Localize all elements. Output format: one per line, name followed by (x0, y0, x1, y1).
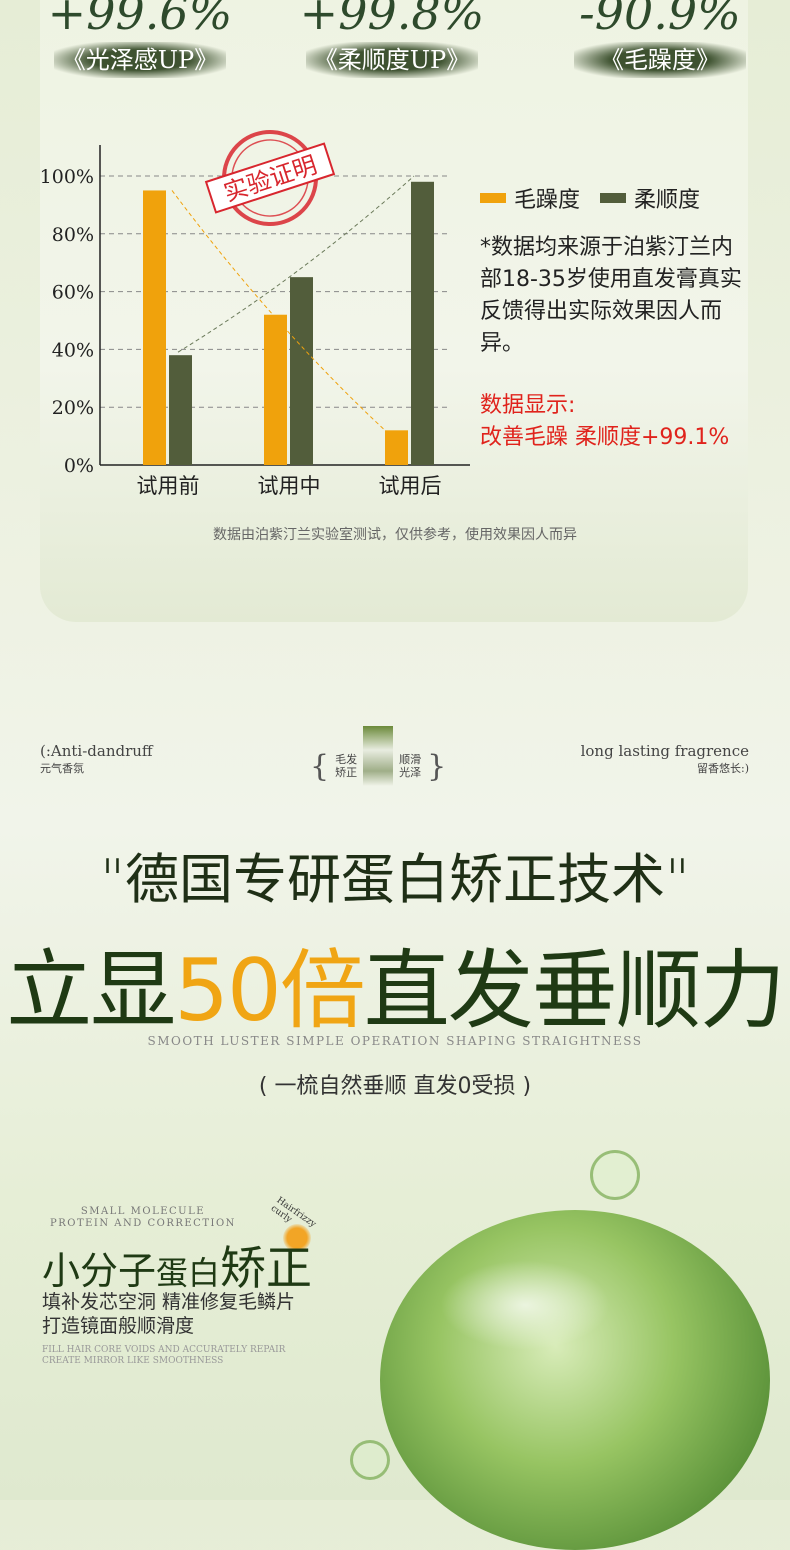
y-tick-label: 80% (52, 224, 94, 246)
y-tick-label: 40% (52, 339, 94, 361)
feature-center: { 毛发 矫正 顺滑 光泽 } (310, 726, 447, 786)
tagline-chinese: ( 一梳自然垂顺 直发0受损 ) (258, 1074, 532, 1099)
feature-cn: 留香悠长:) (697, 762, 749, 775)
label: 顺滑 (399, 753, 422, 766)
legend-frizz: 毛躁度 (514, 188, 581, 213)
x-tick-label: 试用后 (379, 474, 442, 498)
svg-text:实验证明: 实验证明 (220, 151, 320, 207)
lab-proven-stamp: 实验证明 (204, 130, 336, 226)
stat-gloss: +99.6% 《光泽感UP》 (40, 0, 240, 78)
label: FILL HAIR CORE VOIDS AND ACCURATELY REPA… (42, 1345, 286, 1355)
title-part: 小分子 (42, 1249, 157, 1293)
bar-smoothness (169, 355, 192, 465)
y-tick-label: 60% (52, 282, 94, 304)
stat-label: 《光泽感UP》 (54, 42, 226, 78)
flower-image (363, 726, 394, 786)
section-description: 填补发芯空洞 精准修复毛鳞片 打造镜面般顺滑度 (42, 1290, 295, 1338)
label: PROTEIN AND CORRECTION (50, 1218, 236, 1229)
y-tick-label: 20% (52, 397, 94, 419)
feature-en: (:Anti-dandruff (40, 742, 153, 760)
highlight-text: 改善毛躁 柔顺度+99.1% (480, 425, 730, 450)
chart-legend: 毛躁度 柔顺度 (480, 182, 700, 214)
legend-swatch-frizz (480, 193, 506, 203)
trend-arrow-frizz (171, 190, 399, 443)
brace-right: } (427, 748, 447, 784)
stat-label: 《柔顺度UP》 (306, 42, 478, 78)
legend-smooth: 柔顺度 (634, 188, 701, 213)
bar-smoothness (411, 181, 434, 465)
stat-value: -90.9% (579, 0, 741, 40)
stat-value: +99.8% (299, 0, 485, 40)
feature-center-left: 毛发 矫正 (335, 753, 357, 779)
y-tick-label: 100% (40, 166, 94, 188)
headline-main: 立显50倍直发垂顺力 (0, 920, 790, 1045)
droplet-sphere-image (350, 1150, 790, 1550)
x-tick-label: 试用中 (258, 474, 321, 498)
label: 打造镜面般顺滑度 (42, 1315, 195, 1337)
trend-arrow-smooth (177, 175, 415, 353)
feature-center-right: 顺滑 光泽 (399, 753, 421, 779)
y-tick-label: 0% (64, 455, 94, 477)
label: 毛发 (335, 753, 358, 766)
bar-frizz (143, 190, 166, 465)
tagline-english: SMOOTH LUSTER SIMPLE OPERATION SHAPING S… (147, 1034, 643, 1048)
data-source-note: *数据均来源于泊紫汀兰内部18-35岁使用直发膏真实反馈得出实际效果因人而异。 (480, 235, 742, 356)
headline-highlight: 50倍 (174, 941, 365, 1041)
label: 光泽 (399, 766, 422, 779)
bar-frizz (264, 314, 287, 465)
data-highlight: 数据显示: 改善毛躁 柔顺度+99.1% (480, 390, 729, 454)
section-en-description: FILL HAIR CORE VOIDS AND ACCURATELY REPA… (42, 1345, 285, 1367)
brace-left: { (310, 748, 330, 784)
sun-dot-icon (283, 1224, 311, 1252)
label: 填补发芯空洞 精准修复毛鳞片 (42, 1291, 296, 1313)
headline-pre: 立显 (6, 941, 176, 1041)
bar-smoothness (290, 277, 313, 465)
headline: "德国专研蛋白矫正技术" (100, 848, 690, 911)
title-part: 矫正 (220, 1241, 313, 1295)
section-en-title: SMALL MOLECULE PROTEIN AND CORRECTION (50, 1206, 236, 1230)
stat-value: +99.6% (47, 0, 233, 40)
title-part: 蛋白 (156, 1254, 221, 1292)
highlight-title: 数据显示: (480, 393, 576, 418)
section-title: 小分子蛋白矫正 (42, 1232, 312, 1298)
feature-cn: 元气香氛 (40, 762, 84, 775)
stat-label: 《毛躁度》 (574, 42, 746, 78)
feature-anti-dandruff: (:Anti-dandruff 元气香氛 (40, 742, 153, 776)
bar-frizz (385, 430, 408, 465)
label: 矫正 (335, 766, 358, 779)
label: SMALL MOLECULE (80, 1206, 206, 1217)
legend-swatch-smooth (600, 193, 627, 203)
chart-footnote: 数据由泊紫汀兰实验室测试，仅供参考，使用效果因人而异 (213, 527, 577, 543)
headline-post: 直发垂顺力 (363, 941, 786, 1041)
feature-en: long lasting fragrence (580, 742, 749, 760)
bar-chart: 0% 20% 40% 60% 80% 100% 试用前 试用中 试用后 实验证明 (40, 130, 470, 498)
label: CREATE MIRROR LIKE SMOOTHNESS (42, 1356, 224, 1366)
stat-frizz: -90.9% 《毛躁度》 (560, 0, 760, 78)
x-tick-label: 试用前 (137, 474, 200, 498)
stat-smoothness: +99.8% 《柔顺度UP》 (292, 0, 492, 78)
feature-fragrance: long lasting fragrence 留香悠长:) (581, 742, 749, 776)
